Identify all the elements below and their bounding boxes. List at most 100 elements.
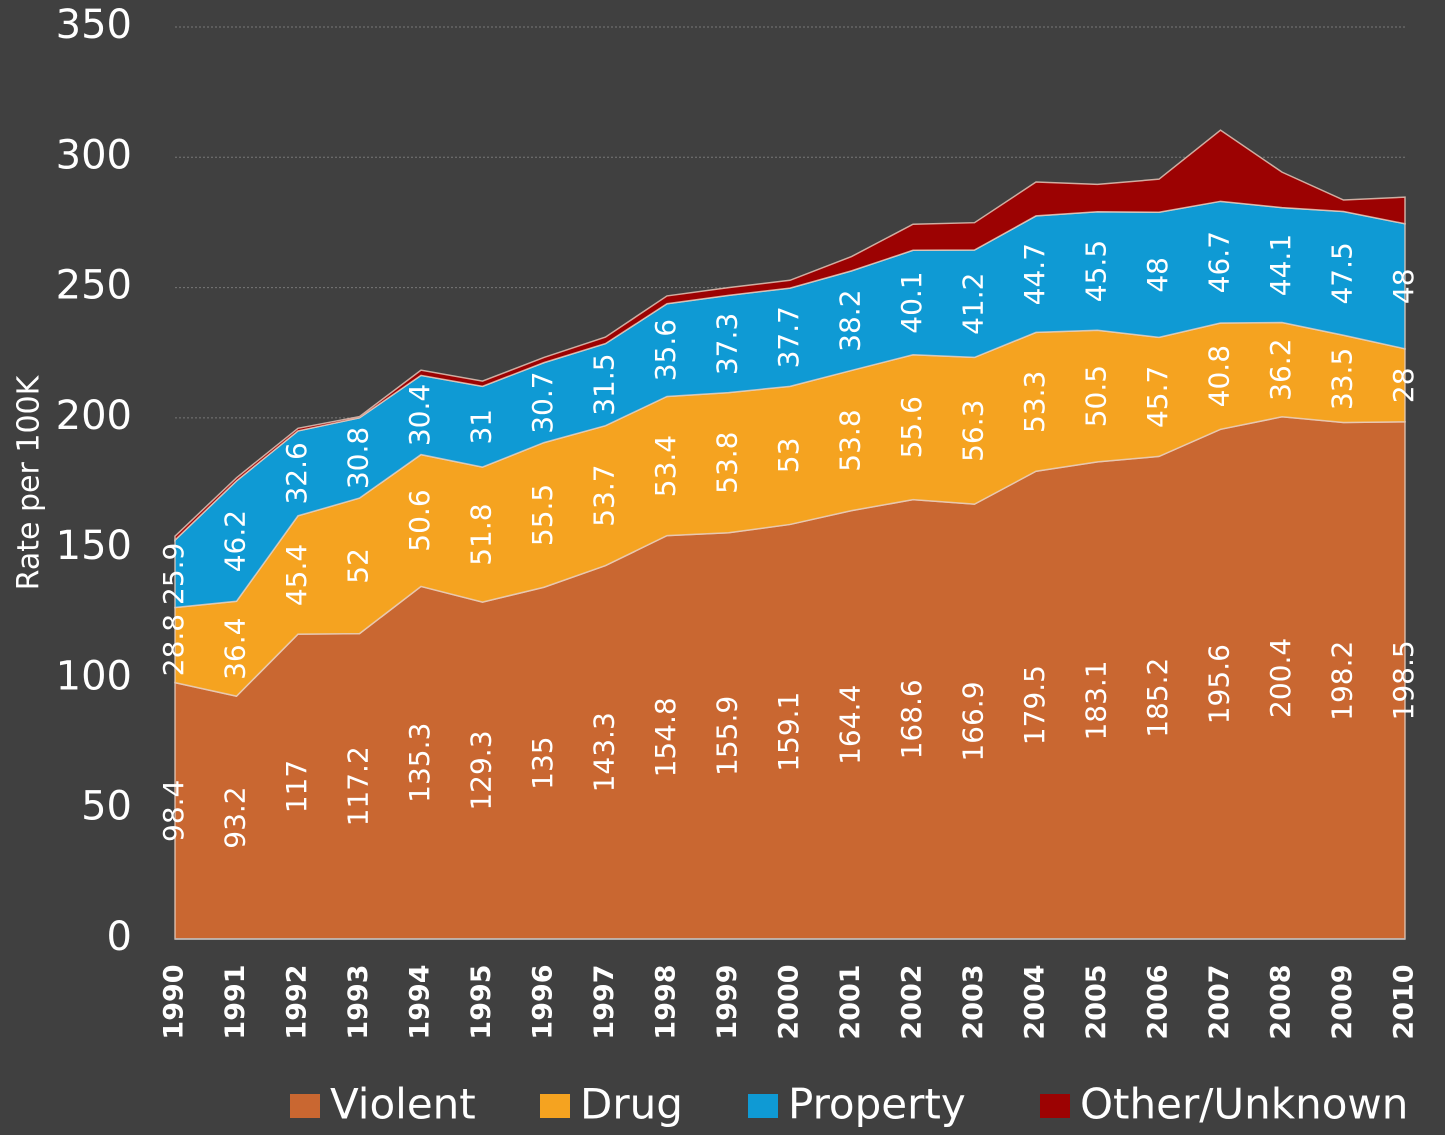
data-label: 50.5 — [1080, 365, 1113, 427]
y-tick-label: 100 — [56, 653, 132, 699]
data-label: 52 — [342, 548, 375, 584]
x-tick-label: 1991 — [220, 964, 251, 1039]
data-label: 46.2 — [219, 510, 252, 572]
y-tick-label: 200 — [56, 393, 132, 439]
x-tick-label: 2004 — [1020, 964, 1051, 1039]
data-label: 30.7 — [526, 371, 559, 433]
x-tick-label: 1996 — [528, 964, 559, 1039]
x-tick-label: 2006 — [1143, 964, 1174, 1039]
data-label: 35.6 — [649, 319, 682, 381]
data-label: 117.2 — [342, 746, 375, 826]
data-label: 45.4 — [280, 544, 313, 606]
x-tick-label: 2002 — [897, 964, 928, 1039]
data-label: 28 — [1387, 367, 1420, 403]
data-label: 45.7 — [1141, 366, 1174, 428]
data-label: 30.8 — [342, 427, 375, 489]
data-label: 55.6 — [895, 396, 928, 458]
x-tick-label: 1990 — [159, 964, 190, 1039]
data-label: 30.4 — [403, 384, 436, 446]
x-tick-label: 1993 — [343, 964, 374, 1039]
data-label: 31 — [465, 409, 498, 445]
data-label: 37.3 — [711, 313, 744, 375]
data-label: 46.7 — [1203, 231, 1236, 293]
data-label: 143.3 — [588, 712, 621, 792]
legend-label: Property — [788, 1080, 966, 1129]
x-tick-label: 1997 — [589, 964, 620, 1039]
data-label: 129.3 — [465, 730, 498, 810]
x-tick-label: 1995 — [466, 964, 497, 1039]
legend-swatch — [290, 1094, 320, 1118]
data-label: 47.5 — [1326, 242, 1359, 304]
data-label: 195.6 — [1203, 644, 1236, 724]
data-label: 198.5 — [1387, 640, 1420, 720]
y-tick-label: 0 — [107, 914, 132, 960]
data-label: 31.5 — [588, 353, 621, 415]
legend-label: Violent — [330, 1080, 476, 1129]
y-tick-label: 250 — [56, 263, 132, 309]
data-label: 28.8 — [157, 614, 190, 676]
data-label: 93.2 — [219, 786, 252, 848]
data-label: 155.9 — [711, 696, 744, 776]
data-label: 183.1 — [1080, 660, 1113, 740]
x-tick-label: 2000 — [774, 964, 805, 1039]
x-tick-label: 2007 — [1204, 964, 1235, 1039]
data-label: 135 — [526, 736, 559, 789]
data-label: 53 — [772, 438, 805, 474]
legend-swatch — [540, 1094, 570, 1118]
data-label: 36.2 — [1264, 338, 1297, 400]
y-tick-label: 50 — [81, 784, 132, 830]
data-label: 168.6 — [895, 679, 928, 759]
data-label: 166.9 — [957, 681, 990, 761]
x-tick-label: 2009 — [1327, 964, 1358, 1039]
data-label: 40.8 — [1203, 345, 1236, 407]
data-label: 41.2 — [957, 273, 990, 335]
x-tick-label: 2010 — [1389, 964, 1420, 1039]
y-axis-label: Rate per 100K — [12, 374, 47, 590]
y-tick-label: 350 — [56, 2, 132, 48]
data-label: 36.4 — [219, 618, 252, 680]
data-label: 200.4 — [1264, 638, 1297, 718]
legend-swatch — [1040, 1094, 1070, 1118]
data-label: 25.9 — [157, 543, 190, 605]
data-label: 53.4 — [649, 435, 682, 497]
data-label: 48 — [1387, 268, 1420, 304]
data-label: 51.8 — [465, 503, 498, 565]
data-label: 44.7 — [1018, 243, 1051, 305]
data-label: 48 — [1141, 257, 1174, 293]
data-label: 179.5 — [1018, 665, 1051, 745]
data-label: 53.7 — [588, 464, 621, 526]
y-tick-label: 300 — [56, 132, 132, 178]
data-label: 32.6 — [280, 442, 313, 504]
x-tick-label: 2008 — [1266, 964, 1297, 1039]
data-label: 56.3 — [957, 400, 990, 462]
legend-swatch — [748, 1094, 778, 1118]
x-tick-label: 1994 — [405, 964, 436, 1039]
x-tick-label: 2005 — [1081, 964, 1112, 1039]
x-tick-label: 1999 — [712, 964, 743, 1039]
data-label: 50.6 — [403, 489, 436, 551]
data-label: 198.2 — [1326, 641, 1359, 721]
data-label: 53.3 — [1018, 371, 1051, 433]
data-label: 37.7 — [772, 306, 805, 368]
data-label: 135.3 — [403, 723, 436, 803]
data-label: 33.5 — [1326, 348, 1359, 410]
data-label: 98.4 — [157, 780, 190, 842]
data-label: 117 — [280, 760, 313, 813]
data-label: 40.1 — [895, 271, 928, 333]
x-tick-label: 2001 — [835, 964, 866, 1039]
data-label: 44.1 — [1264, 234, 1297, 296]
x-tick-label: 1998 — [651, 964, 682, 1039]
data-label: 45.5 — [1080, 240, 1113, 302]
legend-label: Drug — [580, 1080, 683, 1129]
x-tick-label: 1992 — [282, 964, 313, 1039]
data-label: 55.5 — [526, 484, 559, 546]
area — [174, 129, 1406, 542]
data-label: 154.8 — [649, 697, 682, 777]
data-label: 164.4 — [834, 685, 867, 765]
x-tick-label: 2003 — [958, 964, 989, 1039]
data-label: 53.8 — [834, 409, 867, 471]
legend-label: Other/Unknown — [1080, 1080, 1408, 1129]
data-label: 53.8 — [711, 432, 744, 494]
data-label: 38.2 — [834, 289, 867, 351]
